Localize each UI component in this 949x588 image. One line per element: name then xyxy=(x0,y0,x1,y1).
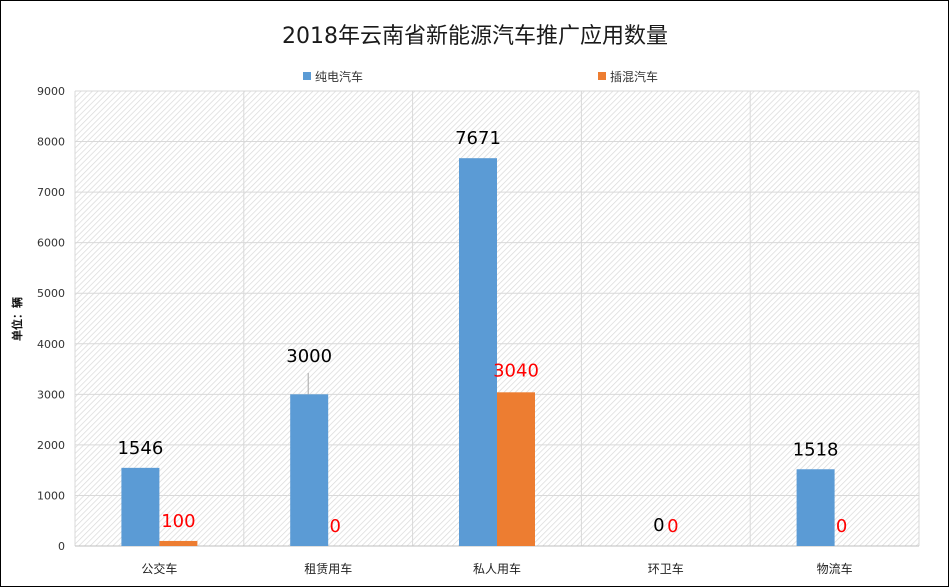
x-tick-label: 公交车 xyxy=(141,561,177,576)
bar-phev xyxy=(159,540,198,546)
y-tick-label: 3000 xyxy=(37,388,65,401)
y-tick-label: 6000 xyxy=(37,237,65,250)
x-tick-label: 私人用车 xyxy=(473,561,521,576)
legend-swatch xyxy=(598,72,606,80)
bar-bev xyxy=(121,467,160,546)
x-tick-label: 物流车 xyxy=(817,561,853,576)
data-label: 0 xyxy=(653,515,664,536)
data-label: 0 xyxy=(836,516,847,537)
bar-bev xyxy=(290,394,329,546)
x-tick-label: 环卫车 xyxy=(648,561,684,576)
bar-bev xyxy=(459,158,497,546)
y-tick-label: 4000 xyxy=(37,338,65,351)
data-label: 3040 xyxy=(493,360,539,381)
bar-bev xyxy=(796,469,835,546)
x-tick-label: 租赁用车 xyxy=(304,561,352,576)
x-axis: 公交车 租赁用车 私人用车 环卫车 物流车 xyxy=(75,545,919,576)
y-tick-label: 8000 xyxy=(37,136,65,149)
y-axis: 0 1000 2000 3000 4000 5000 6000 7000 8000 9000 xyxy=(37,85,65,553)
y-axis-label: 单位：辆 xyxy=(10,297,24,341)
data-label: 0 xyxy=(329,516,340,537)
data-label: 7671 xyxy=(455,128,501,149)
y-tick-label: 1000 xyxy=(37,489,65,502)
y-tick-label: 2000 xyxy=(37,439,65,452)
bar-phev xyxy=(497,392,535,546)
y-tick-label: 0 xyxy=(58,540,65,553)
legend-entry: 纯电汽车 xyxy=(315,69,363,84)
data-label: 1546 xyxy=(117,438,163,459)
data-label: 0 xyxy=(667,516,678,537)
legend-swatch xyxy=(303,72,311,80)
chart-title: 2018年云南省新能源汽车推广应用数量 xyxy=(282,24,668,49)
legend-entry: 插混汽车 xyxy=(610,69,658,84)
data-label: 100 xyxy=(161,511,195,532)
y-tick-label: 7000 xyxy=(37,186,65,199)
data-label: 3000 xyxy=(286,346,332,367)
legend: 纯电汽车 插混汽车 xyxy=(303,69,658,84)
y-tick-label: 9000 xyxy=(37,85,65,98)
y-tick-label: 5000 xyxy=(37,287,65,300)
bars xyxy=(121,158,835,546)
data-label: 1518 xyxy=(793,439,839,460)
